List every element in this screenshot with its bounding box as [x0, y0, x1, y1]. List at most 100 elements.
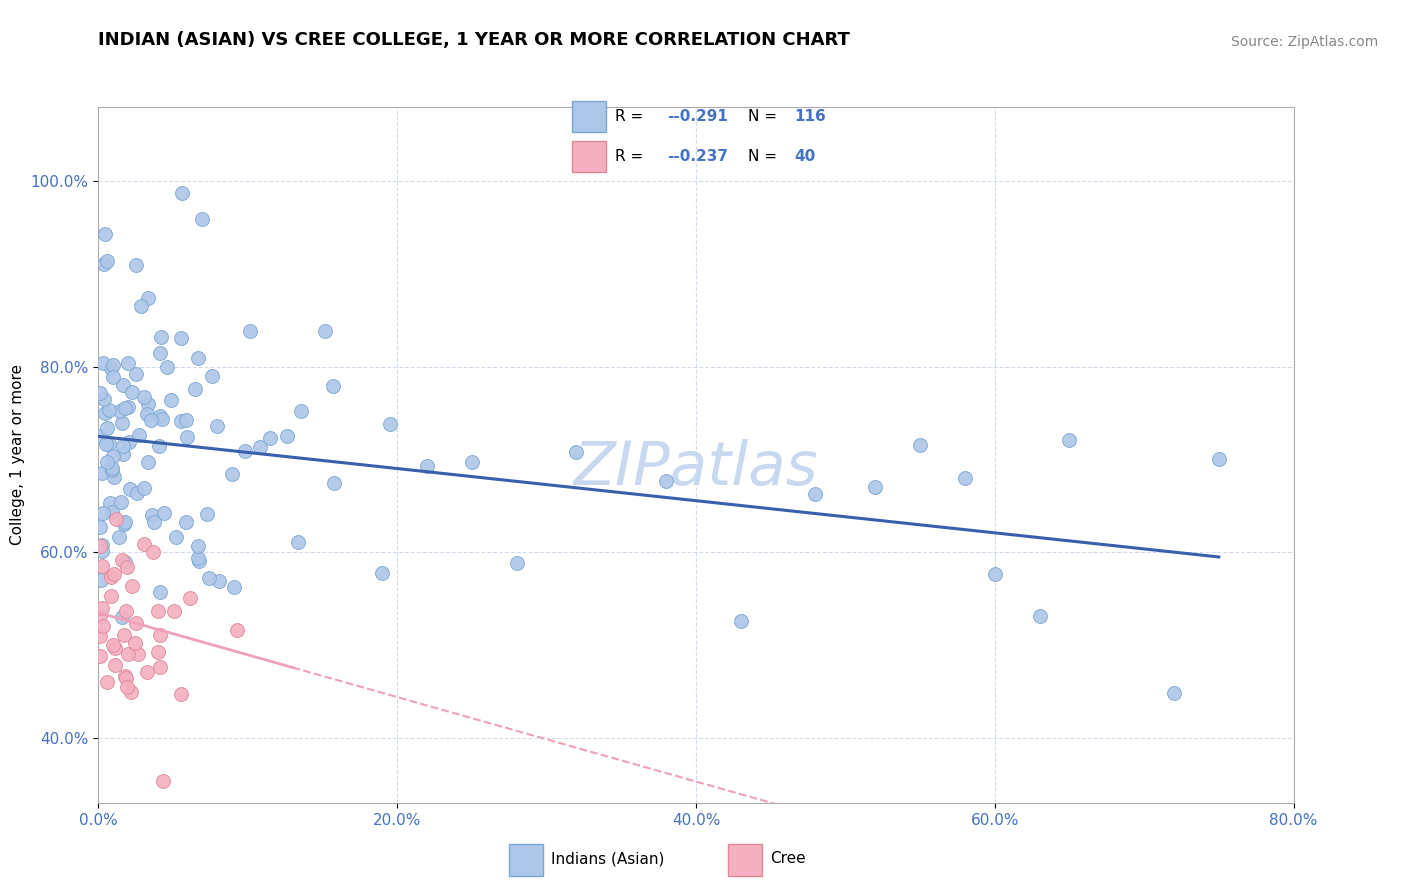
Point — [179, 591, 201, 606]
Point — [134, 390, 156, 404]
Point — [201, 368, 224, 383]
Point — [91, 558, 114, 573]
Point — [98, 496, 121, 510]
Point — [103, 567, 125, 582]
Point — [101, 462, 124, 476]
Point — [114, 555, 136, 569]
Point — [96, 421, 118, 435]
Text: Cree: Cree — [770, 851, 806, 866]
Point — [91, 506, 114, 520]
Point — [96, 455, 118, 469]
Point — [114, 604, 136, 618]
Point — [115, 680, 138, 694]
Point — [111, 553, 134, 567]
Point — [103, 449, 125, 463]
Point — [136, 407, 159, 421]
Point — [865, 480, 887, 494]
Point — [156, 359, 179, 374]
Point — [89, 520, 111, 534]
Point — [730, 614, 752, 628]
Point — [100, 361, 122, 376]
Point — [323, 476, 346, 491]
Point — [239, 325, 262, 339]
Point — [89, 628, 111, 642]
Point — [276, 428, 298, 442]
Point — [186, 540, 208, 554]
Point — [290, 403, 312, 417]
Bar — [572, 102, 606, 132]
Point — [259, 431, 281, 445]
Point — [1059, 434, 1081, 448]
Point — [91, 466, 114, 480]
Point — [160, 393, 183, 408]
Point — [118, 435, 141, 450]
Point — [131, 299, 153, 313]
Text: Indians (Asian): Indians (Asian) — [551, 851, 665, 866]
Bar — [509, 844, 543, 876]
Point — [804, 486, 827, 500]
Point — [93, 257, 115, 271]
Point — [207, 574, 229, 588]
Point — [89, 539, 111, 553]
Point — [153, 507, 176, 521]
Point — [125, 259, 148, 273]
Text: N =: N = — [748, 109, 778, 124]
Text: 40: 40 — [794, 149, 815, 164]
Point — [104, 640, 127, 655]
Point — [90, 538, 112, 552]
Point — [136, 455, 159, 469]
Point — [100, 589, 122, 603]
Point — [149, 628, 172, 642]
Point — [170, 331, 193, 345]
Point — [97, 403, 120, 417]
Point — [146, 604, 169, 618]
Point — [89, 429, 111, 443]
Point — [148, 439, 170, 453]
Point — [89, 648, 111, 663]
Point — [142, 545, 165, 559]
Point — [101, 359, 124, 373]
Point — [187, 550, 209, 565]
Point — [107, 530, 129, 544]
Point — [121, 384, 143, 399]
Point — [176, 430, 198, 444]
Point — [90, 574, 112, 588]
Point — [371, 566, 394, 580]
Point — [90, 600, 112, 615]
Point — [176, 413, 198, 427]
Point — [314, 324, 336, 338]
Point — [115, 671, 138, 685]
Point — [984, 567, 1007, 582]
Point — [149, 409, 172, 423]
Point — [195, 508, 218, 522]
Text: INDIAN (ASIAN) VS CREE COLLEGE, 1 YEAR OR MORE CORRELATION CHART: INDIAN (ASIAN) VS CREE COLLEGE, 1 YEAR O… — [98, 31, 851, 49]
Point — [127, 486, 149, 500]
Point — [141, 508, 163, 522]
Point — [1163, 686, 1185, 700]
Point — [114, 401, 136, 415]
Point — [91, 356, 114, 370]
Point — [187, 554, 209, 568]
Point — [117, 401, 139, 415]
Point — [94, 437, 117, 451]
Point — [90, 544, 112, 558]
Point — [149, 660, 172, 674]
Point — [117, 647, 139, 661]
Point — [165, 530, 187, 544]
Point — [322, 379, 344, 393]
Point — [461, 455, 484, 469]
Point — [108, 404, 131, 418]
Point — [112, 439, 135, 453]
Point — [127, 647, 149, 661]
Point — [222, 580, 245, 594]
Point — [506, 557, 529, 571]
Point — [121, 579, 143, 593]
Point — [118, 482, 141, 496]
Point — [170, 414, 193, 428]
Point — [125, 367, 148, 381]
Text: Source: ZipAtlas.com: Source: ZipAtlas.com — [1230, 35, 1378, 49]
Point — [94, 227, 117, 241]
Point — [89, 385, 111, 400]
Point — [136, 291, 159, 305]
Point — [1028, 609, 1050, 624]
